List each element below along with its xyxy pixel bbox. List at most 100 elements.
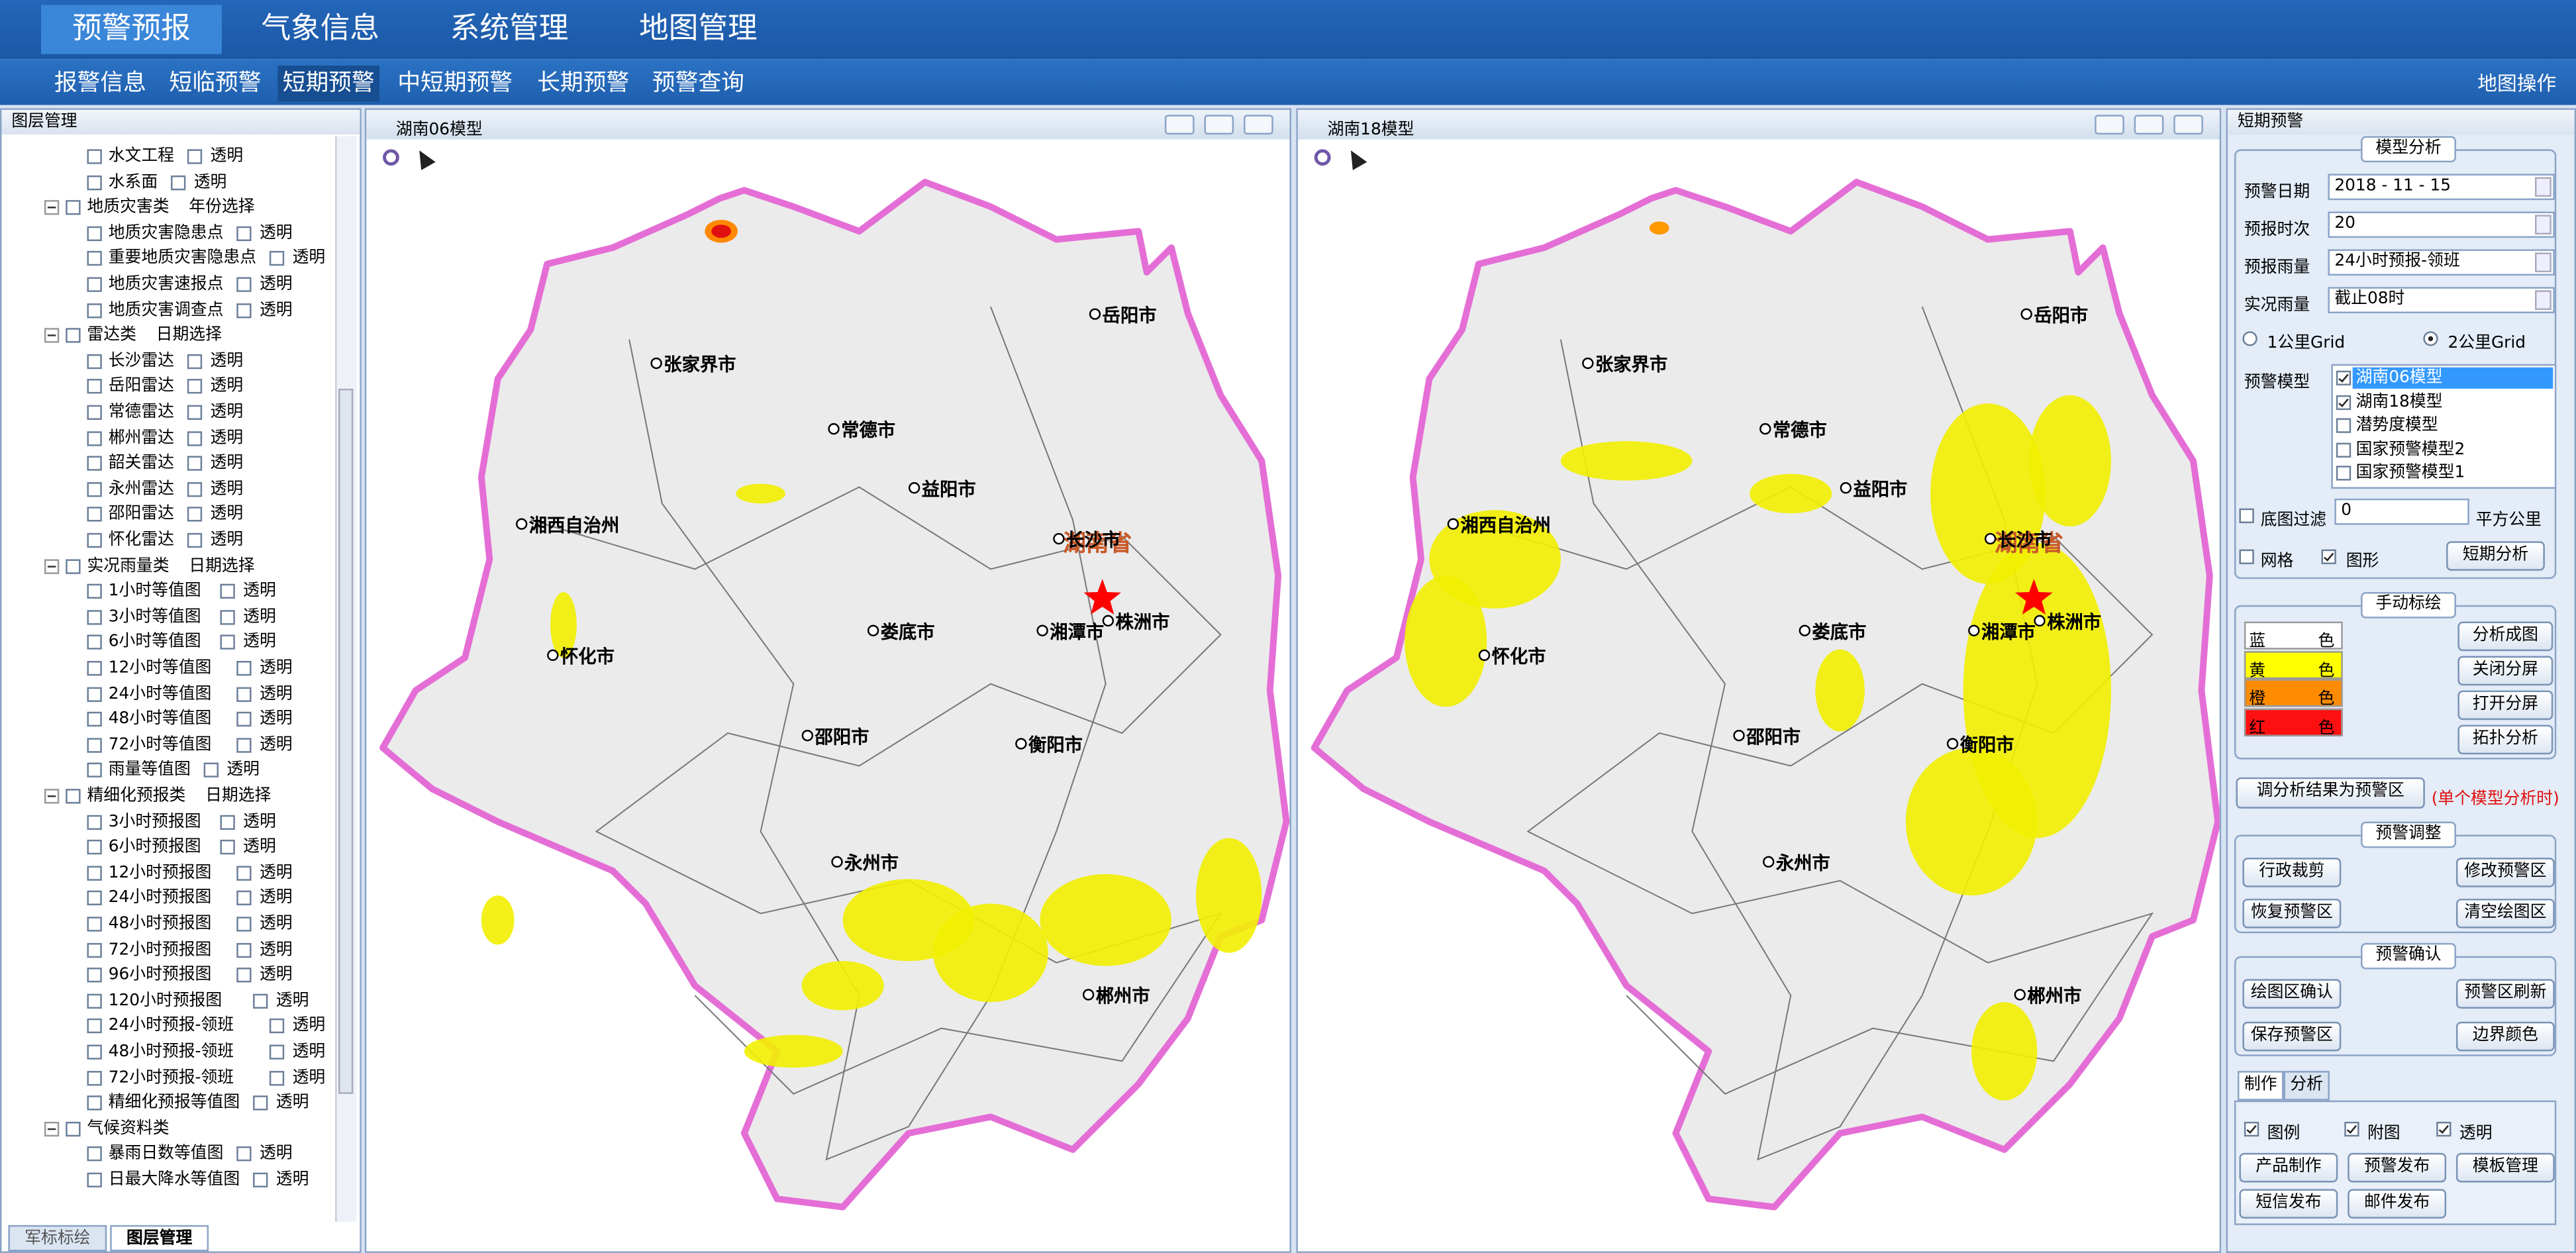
expander[interactable] [44, 1121, 60, 1136]
checkbox[interactable] [87, 866, 102, 881]
layer-option[interactable]: 透明 [259, 685, 293, 703]
checkbox[interactable] [87, 737, 102, 753]
tab[interactable]: 制作 [2237, 1071, 2284, 1101]
checkbox[interactable] [203, 763, 219, 778]
checkbox[interactable] [87, 405, 102, 420]
checkbox[interactable] [87, 226, 102, 241]
button[interactable]: 保存预警区 [2242, 1021, 2342, 1052]
input[interactable]: 0 [2334, 498, 2469, 525]
layer-option[interactable]: 透明 [243, 582, 276, 601]
sub-nav-item[interactable]: 报警信息 [54, 70, 146, 97]
model-label[interactable]: 湖南18模型 [2355, 393, 2443, 411]
layer-option[interactable]: 透明 [210, 352, 244, 371]
nav-item[interactable]: 系统管理 [450, 11, 569, 46]
checkbox[interactable] [87, 174, 102, 190]
checkbox[interactable] [87, 1172, 102, 1187]
layer-option[interactable]: 透明 [292, 250, 326, 268]
layer-option[interactable]: 透明 [210, 505, 244, 524]
button[interactable]: 恢复预警区 [2242, 899, 2342, 928]
checkbox[interactable] [269, 251, 285, 267]
select[interactable]: 截止08时 [2328, 287, 2555, 313]
radio[interactable] [2423, 331, 2438, 346]
layer-option[interactable]: 透明 [259, 301, 293, 319]
layer-option[interactable]: 透明 [210, 480, 244, 499]
layer-option[interactable]: 透明 [210, 454, 244, 473]
layer-option[interactable]: 透明 [259, 966, 293, 985]
checkbox[interactable] [66, 789, 81, 804]
select[interactable]: 20 [2328, 211, 2555, 238]
checkbox[interactable] [187, 507, 203, 523]
checkbox[interactable] [87, 1146, 102, 1162]
layer-option[interactable]: 透明 [210, 403, 244, 422]
expander[interactable] [44, 328, 60, 344]
layer-option[interactable]: 透明 [275, 1171, 309, 1189]
checkbox[interactable] [87, 532, 102, 548]
button[interactable]: 预警区刷新 [2455, 979, 2555, 1009]
layer-option[interactable]: 透明 [259, 710, 293, 728]
model-label[interactable]: 国家预警模型1 [2355, 464, 2465, 483]
layer-option[interactable]: 透明 [259, 736, 293, 754]
layer-option[interactable]: 透明 [243, 633, 276, 652]
button[interactable]: 邮件发布 [2348, 1189, 2447, 1219]
layer-option[interactable]: 透明 [292, 1068, 326, 1087]
checkbox[interactable] [87, 277, 102, 292]
checkbox[interactable] [187, 149, 203, 164]
layer-option[interactable]: 透明 [259, 276, 293, 294]
checkbox[interactable] [236, 277, 252, 292]
button[interactable]: 预警发布 [2348, 1152, 2447, 1183]
button[interactable]: 短信发布 [2239, 1189, 2338, 1219]
checkbox[interactable] [87, 251, 102, 267]
bottom-tab[interactable]: 图层管理 [110, 1225, 209, 1252]
button[interactable]: 行政裁剪 [2242, 858, 2342, 887]
checkbox[interactable] [220, 840, 235, 855]
window-button[interactable] [2134, 115, 2164, 135]
checkbox[interactable] [187, 532, 203, 548]
checkbox[interactable] [2336, 370, 2352, 385]
select[interactable]: 24小时预报-领班 [2328, 249, 2555, 276]
checkbox[interactable] [236, 866, 252, 881]
checkbox[interactable] [253, 1095, 268, 1111]
layer-option[interactable]: 透明 [193, 173, 227, 191]
sub-nav-item[interactable]: 短临预警 [169, 70, 262, 97]
checkbox[interactable] [87, 1095, 102, 1111]
sub-nav-item[interactable]: 预警查询 [652, 70, 744, 97]
checkbox[interactable] [87, 609, 102, 625]
checkbox[interactable] [87, 635, 102, 650]
button[interactable]: 清空绘图区 [2455, 899, 2555, 928]
layer-option[interactable]: 透明 [259, 659, 293, 677]
sub-nav-item[interactable]: 中短期预警 [397, 70, 513, 97]
button[interactable]: 绘图区确认 [2242, 979, 2342, 1009]
window-button[interactable] [1164, 115, 1195, 135]
checkbox[interactable] [220, 814, 235, 830]
checkbox[interactable] [87, 942, 102, 958]
checkbox[interactable] [2336, 442, 2352, 458]
layer-option[interactable]: 日期选择 [156, 326, 222, 345]
checkbox[interactable] [2336, 418, 2352, 434]
checkbox[interactable] [236, 303, 252, 318]
button[interactable]: 修改预警区 [2455, 858, 2555, 887]
checkbox[interactable] [2336, 466, 2352, 481]
checkbox[interactable] [236, 737, 252, 753]
checkbox[interactable] [236, 660, 252, 676]
layer-option[interactable]: 透明 [243, 813, 276, 831]
layer-option[interactable]: 透明 [226, 762, 260, 780]
checkbox[interactable] [87, 917, 102, 932]
layer-option[interactable]: 透明 [210, 147, 244, 166]
expander[interactable] [44, 558, 60, 574]
button[interactable]: 拓扑分析 [2457, 725, 2553, 755]
select[interactable]: 2018 - 11 - 15 [2328, 174, 2555, 201]
checkbox[interactable] [269, 1070, 285, 1085]
checkbox[interactable] [236, 1146, 252, 1162]
checkbox[interactable] [87, 354, 102, 369]
window-button[interactable] [1204, 115, 1234, 135]
checkbox[interactable] [2344, 1121, 2359, 1137]
window-button[interactable] [2095, 115, 2124, 135]
layer-option[interactable]: 透明 [275, 991, 309, 1010]
checkbox[interactable] [87, 584, 102, 599]
layer-option[interactable]: 透明 [243, 838, 276, 857]
checkbox[interactable] [87, 430, 102, 446]
checkbox[interactable] [236, 942, 252, 958]
button[interactable]: 产品制作 [2239, 1152, 2338, 1183]
model-label[interactable]: 潜势度模型 [2355, 417, 2438, 435]
checkbox[interactable] [236, 712, 252, 727]
